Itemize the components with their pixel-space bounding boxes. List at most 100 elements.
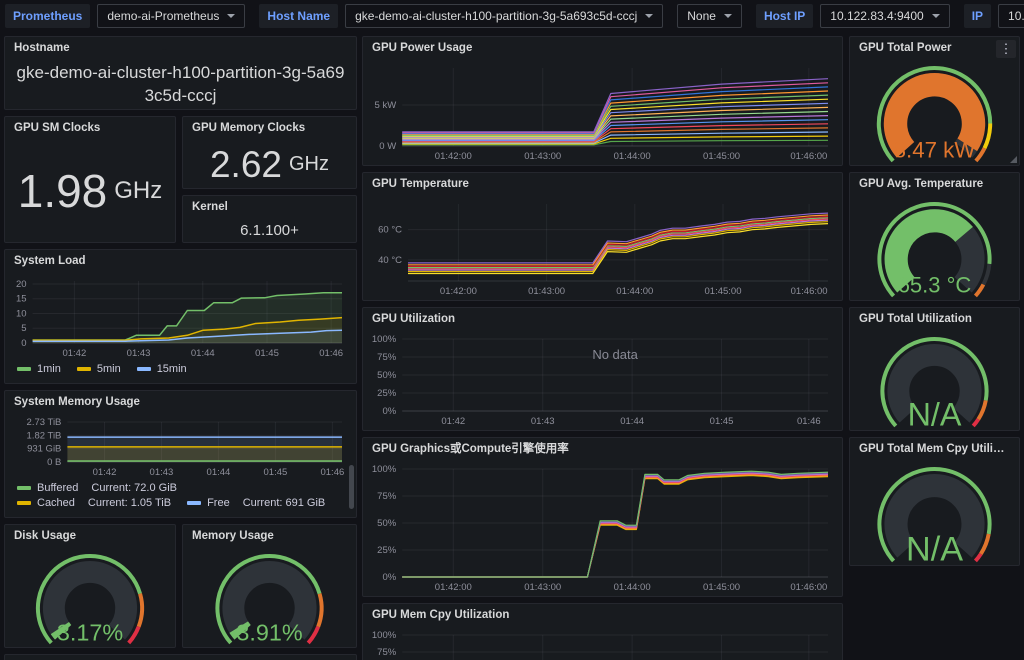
svg-text:40 °C: 40 °C [378,255,402,266]
var-select-value: None [687,9,716,23]
panel-gpu-sm-clocks: GPU SM Clocks 1.98 GHz [4,116,176,243]
svg-text:15: 15 [16,294,27,305]
var-label-hostname: Host Name [259,4,339,28]
panel-body: 65.3 °C [850,196,1019,300]
panel-title[interactable]: Memory Usage [192,530,274,542]
svg-text:75%: 75% [377,352,397,363]
panel-title[interactable]: GPU Graphics或Compute引擎使用率 [372,443,569,455]
panel-title[interactable]: GPU Total Power [859,42,952,54]
gpu-utilization-chart[interactable]: 01:42 01:43 01:44 01:45 01:46 0% 25% 50% 75% 100%… [367,331,838,428]
panel-title[interactable]: GPU SM Clocks [14,122,101,134]
svg-text:931 GiB: 931 GiB [27,444,61,455]
svg-text:75%: 75% [377,647,397,658]
panel-title[interactable]: GPU Temperature [372,178,469,190]
panel-body: 01:42:0001:43:0001:44:0001:45:0001:46:00… [363,627,842,660]
stat-unit: GHz [289,153,329,175]
panel-title[interactable]: GPU Total Utilization [859,313,972,325]
panel-menu-icon[interactable]: ⋮ [996,40,1016,58]
gpu-mem-cpy-chart[interactable]: 01:42:0001:43:0001:44:0001:45:0001:46:00… [367,627,838,660]
panel-gpu-temperature: GPU Temperature 01:42:00 01:43:00 01:44:00… [362,172,843,301]
svg-text:50%: 50% [377,370,397,381]
panel-title[interactable]: System Load [14,255,86,267]
legend-item[interactable]: 1min [17,363,61,375]
svg-text:01:44: 01:44 [207,467,231,478]
svg-text:5: 5 [21,323,26,334]
svg-text:1.82 TiB: 1.82 TiB [27,430,62,441]
var-group-prometheus: Prometheus demo-ai-Prometheus [5,4,246,28]
var-select-none[interactable]: None [677,4,742,28]
var-select-hostip[interactable]: 10.122.83.4:9400 [820,4,950,28]
svg-text:01:42:00: 01:42:00 [435,151,472,162]
stat-value: 2.62 [209,143,282,185]
svg-text:01:44: 01:44 [620,416,644,427]
legend-series-label: Free [207,497,230,509]
var-select-ip[interactable]: 10.122.64.11:9100 [998,4,1024,28]
panel-gpu-graphics-compute: GPU Graphics或Compute引擎使用率 01:42:00 01:43:… [362,437,843,597]
svg-text:65.3 °C: 65.3 °C [898,272,972,297]
svg-text:01:43:00: 01:43:00 [528,286,565,297]
legend-item[interactable]: Buffered Current: 72.0 GiB [17,482,177,494]
panel-body: 01:42 01:43 01:44 01:45 01:46 0 B 931 GiB 1.82 … [5,414,356,517]
panel-title[interactable]: Disk Usage [14,530,77,542]
legend-series-label: Cached [37,497,75,509]
panel-title[interactable]: GPU Power Usage [372,42,473,54]
stat-unit: GHz [114,177,163,204]
svg-text:01:42:00: 01:42:00 [440,286,477,297]
panel-title[interactable]: GPU Total Mem Cpy Utilizati... [859,443,1019,455]
legend-series-label: 5min [96,363,121,375]
legend-item[interactable]: 15min [136,363,187,375]
svg-text:01:43:00: 01:43:00 [524,582,561,593]
var-select-value: gke-demo-ai-cluster-h100-partition-3g-5a… [355,9,638,23]
panel-resize-handle[interactable] [1010,156,1017,163]
panel-title[interactable]: Hostname [14,42,70,54]
scrollbar-thumb[interactable] [349,465,354,509]
svg-text:01:43: 01:43 [150,467,174,478]
chevron-down-icon [723,14,732,18]
var-select-value: demo-ai-Prometheus [107,9,220,23]
panel-body: 01:42 01:43 01:44 01:45 01:46 0 5 10 15 20 1min 5m… [5,273,356,383]
legend-series-swatch [136,367,151,371]
panel-title[interactable]: GPU Utilization [372,313,456,325]
svg-text:0 W: 0 W [379,141,396,152]
panel-gpu-total-utilization: GPU Total Utilization N/A [849,307,1020,431]
var-select-datasource[interactable]: demo-ai-Prometheus [97,4,246,28]
panel-gpu-utilization: GPU Utilization 01:42 01:43 01:44 01:45 01:4… [362,307,843,431]
panel-title[interactable]: GPU Mem Cpy Utilization [372,609,510,621]
legend-item[interactable]: Free Current: 691 GiB [187,497,325,509]
svg-text:100%: 100% [372,464,397,475]
svg-text:01:46:00: 01:46:00 [790,151,827,162]
panel-gpu-power-usage: GPU Power Usage 01:42:00 01:43:00 01:44:00… [362,36,843,166]
legend-item[interactable]: Cached Current: 1.05 TiB [17,497,171,509]
panel-title[interactable]: Kernel [192,201,228,213]
svg-text:01:45: 01:45 [255,348,279,359]
gpu-temperature-chart[interactable]: 01:42:00 01:43:00 01:44:00 01:45:00 01:46:00… [367,196,838,298]
system-load-chart[interactable]: 01:42 01:43 01:44 01:45 01:46 0 5 10 15 20 [9,273,352,360]
system-memory-chart[interactable]: 01:42 01:43 01:44 01:45 01:46 0 B 931 GiB 1.82 … [9,414,352,479]
panel-title[interactable]: GPU Memory Clocks [192,122,306,134]
panel-memory-usage: Memory Usage 3.91% [182,524,357,648]
gpu-avg-temperature-gauge: 65.3 °C [877,202,992,297]
legend-series-current: Current: 691 GiB [242,497,326,509]
svg-text:2.73 TiB: 2.73 TiB [27,417,62,428]
gpu-power-usage-chart[interactable]: 01:42:00 01:43:00 01:44:00 01:45:00 01:46:00… [367,60,838,163]
var-select-hostname[interactable]: gke-demo-ai-cluster-h100-partition-3g-5a… [345,4,664,28]
panel-body: 3.91% [183,548,356,647]
var-label-prometheus: Prometheus [5,4,91,28]
svg-text:01:44: 01:44 [191,348,215,359]
gpu-graphics-compute-chart[interactable]: 01:42:00 01:43:00 01:44:00 01:45:00 01:46:00… [367,461,838,594]
chart-legend: 1min 5min 15min [9,360,352,381]
panel-gpu-mem-cpy-utilization: GPU Mem Cpy Utilization 01:42:0001:43:00… [362,603,843,660]
svg-text:25%: 25% [377,388,397,399]
svg-text:01:45: 01:45 [264,467,288,478]
chevron-down-icon [931,14,940,18]
svg-text:01:42: 01:42 [441,416,465,427]
svg-text:10: 10 [16,308,27,319]
panel-title[interactable]: GPU Avg. Temperature [859,178,984,190]
panel-title[interactable]: System Memory Usage [14,396,140,408]
var-select-value: 10.122.64.11:9100 [1008,9,1024,23]
legend-item[interactable]: 5min [76,363,121,375]
svg-text:01:43: 01:43 [531,416,555,427]
panel-body: N/A [850,461,1019,565]
